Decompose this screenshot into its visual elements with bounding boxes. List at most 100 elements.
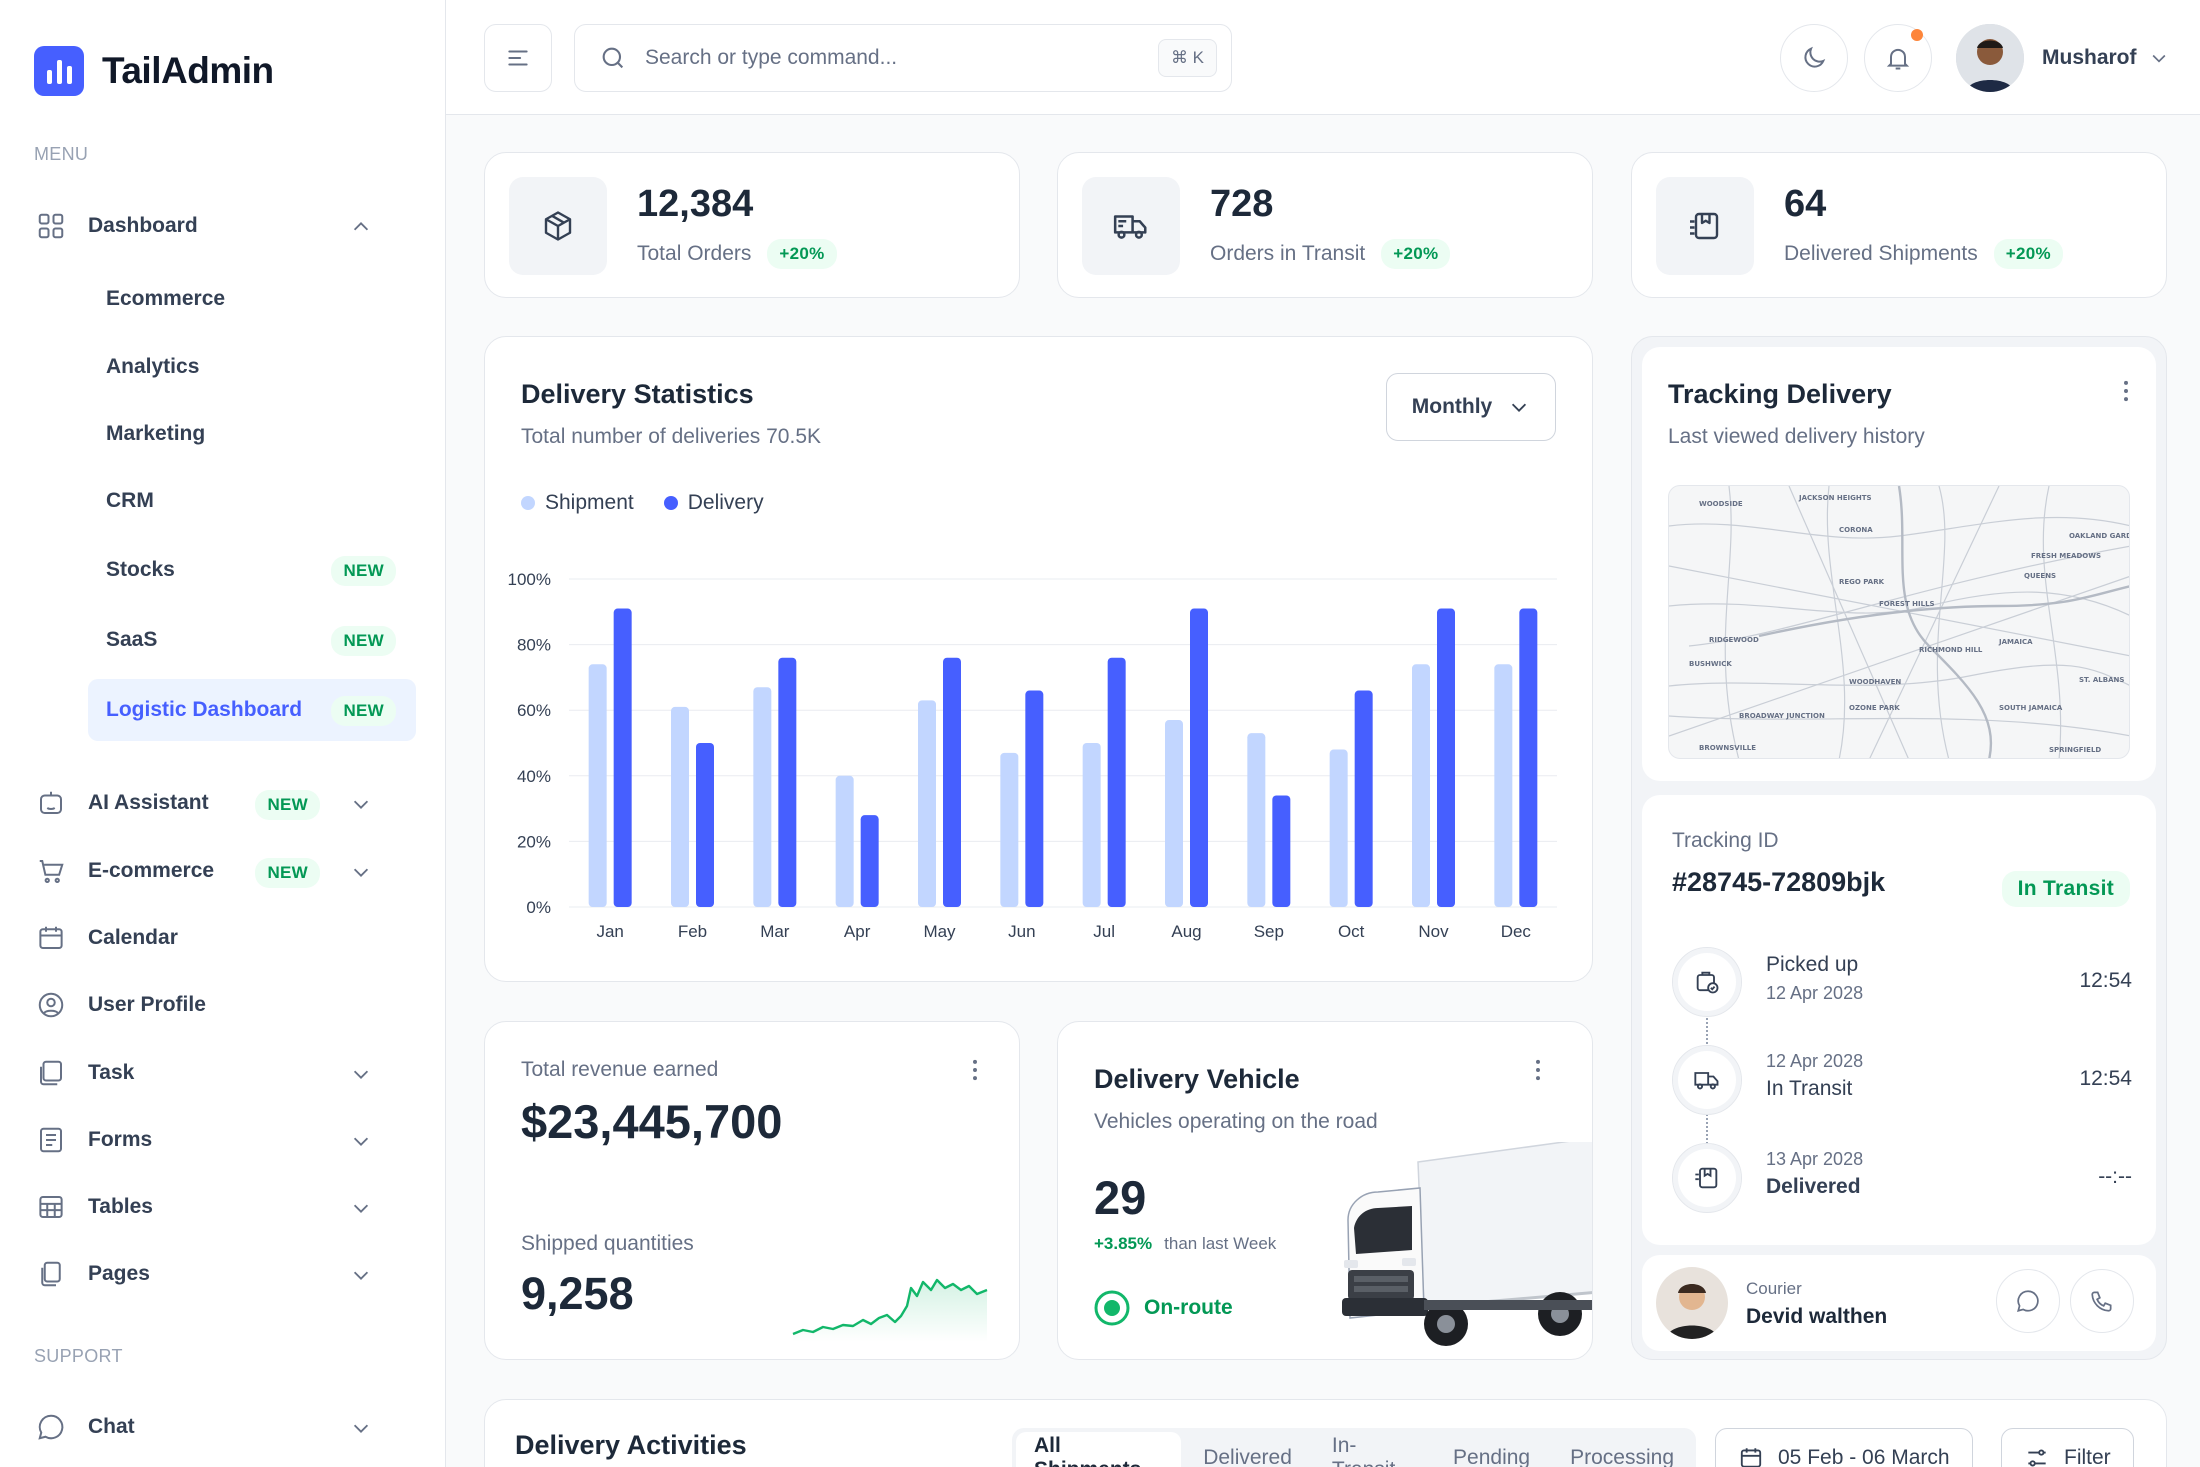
x-tick-label: Dec [1501, 922, 1532, 941]
sidebar-item-label: Tables [88, 1195, 153, 1219]
user-menu[interactable]: Musharof [1956, 24, 2169, 92]
stat-card-orders-in-transit: 728 Orders in Transit +20% [1057, 152, 1593, 298]
sidebar-subitem-analytics[interactable]: Analytics [88, 336, 416, 398]
chevron-down-icon [350, 1197, 372, 1219]
new-badge: NEW [255, 858, 320, 888]
timeline-time: 12:54 [2079, 969, 2132, 993]
stat-label-row: Delivered Shipments +20% [1784, 239, 2063, 269]
subitem-label: SaaS [106, 628, 157, 652]
bar-delivery [943, 658, 961, 907]
map-label: SOUTH JAMAICA [1999, 704, 2063, 712]
bar-delivery [1190, 609, 1208, 907]
subitem-label: Marketing [106, 422, 205, 446]
vehicle-status: On-route [1094, 1290, 1233, 1326]
bar-delivery [861, 815, 879, 907]
package-icon [1672, 1143, 1742, 1213]
notifications-button[interactable] [1864, 24, 1932, 92]
stat-label-row: Total Orders +20% [637, 239, 837, 269]
sidebar-subitem-stocks[interactable]: Stocks NEW [88, 539, 416, 601]
sidebar: TailAdmin MENU Dashboard Ecommerce Analy… [0, 0, 446, 1467]
stat-card-total-orders: 12,384 Total Orders +20% [484, 152, 1020, 298]
subitem-label: CRM [106, 489, 154, 513]
x-tick-label: Aug [1171, 922, 1201, 941]
filter-button[interactable]: Filter [2001, 1428, 2134, 1467]
sidebar-item-calendar[interactable]: Calendar [34, 908, 412, 968]
chevron-up-icon [350, 216, 372, 238]
timeline-title: Picked up [1766, 953, 1858, 977]
filter-label: Filter [2064, 1446, 2111, 1467]
bar-shipment [1494, 664, 1512, 907]
theme-toggle-button[interactable] [1780, 24, 1848, 92]
message-courier-button[interactable] [1996, 1269, 2060, 1333]
bar-delivery [1355, 691, 1373, 907]
map-label: FOREST HILLS [1879, 600, 1935, 608]
sidebar-toggle-button[interactable] [484, 24, 552, 92]
sidebar-item-ai-assistant[interactable]: AI Assistant NEW [34, 773, 412, 833]
sidebar-subitem-saas[interactable]: SaaS NEW [88, 609, 416, 671]
sidebar-subitem-ecommerce[interactable]: Ecommerce [88, 268, 416, 330]
sidebar-item-label: Dashboard [88, 214, 198, 238]
tracking-id-label: Tracking ID [1672, 829, 1779, 853]
chevron-down-icon [350, 1063, 372, 1085]
more-icon[interactable] [1524, 1056, 1552, 1084]
map-label: WOODHAVEN [1849, 678, 1901, 686]
chevron-down-icon [2149, 48, 2169, 68]
sidebar-item-user-profile[interactable]: User Profile [34, 975, 412, 1035]
sidebar-item-label: E-commerce [88, 859, 214, 883]
date-range-picker[interactable]: 05 Feb - 06 March [1715, 1428, 1973, 1467]
sidebar-subitem-marketing[interactable]: Marketing [88, 403, 416, 465]
subitem-label: Stocks [106, 558, 175, 582]
sidebar-item-label: Calendar [88, 926, 178, 950]
bar-shipment [589, 664, 607, 907]
sidebar-subitem-crm[interactable]: CRM [88, 470, 416, 532]
route-map[interactable]: JACKSON HEIGHTS WOODSIDE CORONA OAKLAND GAR… [1668, 485, 2130, 759]
bar-shipment [1165, 720, 1183, 907]
x-tick-label: Jun [1008, 922, 1035, 941]
bar-shipment [918, 700, 936, 907]
brand-logo[interactable]: TailAdmin [34, 46, 274, 96]
tab-all-shipments[interactable]: All Shipments [1016, 1432, 1181, 1467]
box-check-icon [1672, 947, 1742, 1017]
tab-pending[interactable]: Pending [1435, 1432, 1548, 1467]
bell-icon [1884, 44, 1912, 72]
chevron-down-icon [350, 1417, 372, 1439]
tab-in-transit[interactable]: In-Transit [1314, 1432, 1431, 1467]
card-title: Tracking Delivery [1668, 379, 1892, 410]
card-subtitle: Vehicles operating on the road [1094, 1110, 1378, 1134]
timeline-step-picked-up: Picked up 12 Apr 2028 12:54 [1672, 937, 2132, 1027]
courier-label: Courier [1746, 1279, 1802, 1299]
search-input[interactable]: Search or type command... ⌘ K [574, 24, 1232, 92]
change-badge: +20% [1994, 239, 2063, 269]
truck-icon [1672, 1045, 1742, 1115]
tab-processing[interactable]: Processing [1552, 1432, 1692, 1467]
x-tick-label: Apr [844, 922, 871, 941]
logo-icon [34, 46, 84, 96]
menu-icon [505, 45, 531, 71]
more-icon[interactable] [961, 1056, 989, 1084]
map-label: ST. ALBANS [2079, 676, 2124, 684]
sidebar-item-chat[interactable]: Chat [34, 1397, 412, 1457]
new-badge: NEW [331, 556, 396, 586]
map-label: BROWNSVILLE [1699, 744, 1756, 752]
sidebar-item-tables[interactable]: Tables [34, 1177, 412, 1237]
sidebar-subitem-logistic-dashboard[interactable]: Logistic Dashboard NEW [88, 679, 416, 741]
stat-card-delivered-shipments: 64 Delivered Shipments +20% [1631, 152, 2167, 298]
x-tick-label: Jul [1093, 922, 1115, 941]
sidebar-item-dashboard[interactable]: Dashboard [34, 196, 412, 256]
stat-label: Orders in Transit [1210, 242, 1365, 266]
sidebar-item-e-commerce[interactable]: E-commerce NEW [34, 841, 412, 901]
more-icon[interactable] [2112, 377, 2140, 405]
chevron-down-icon [350, 1264, 372, 1286]
timeline-title: Delivered [1766, 1175, 1861, 1199]
sidebar-item-forms[interactable]: Forms [34, 1110, 412, 1170]
subitem-label: Logistic Dashboard [106, 698, 302, 722]
sidebar-item-label: Task [88, 1061, 134, 1085]
sidebar-item-task[interactable]: Task [34, 1043, 412, 1103]
menu-section-label: MENU [34, 144, 88, 165]
call-courier-button[interactable] [2070, 1269, 2134, 1333]
tab-delivered[interactable]: Delivered [1185, 1432, 1310, 1467]
x-tick-label: Sep [1254, 922, 1284, 941]
sidebar-item-pages[interactable]: Pages [34, 1244, 412, 1304]
bar-shipment [1330, 750, 1348, 907]
sidebar-item-label: User Profile [88, 993, 206, 1017]
